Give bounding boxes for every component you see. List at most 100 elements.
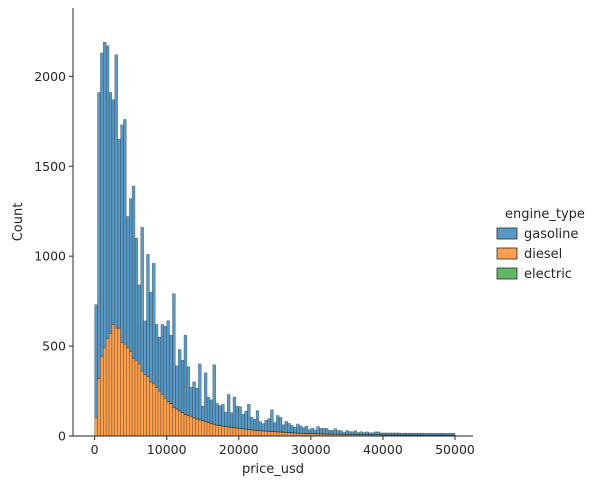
bar-diesel xyxy=(137,363,141,437)
bar-gasoline xyxy=(137,284,141,365)
bar-gasoline xyxy=(123,119,127,345)
bar-diesel xyxy=(157,390,162,437)
bar-diesel xyxy=(224,426,228,437)
bar-gasoline xyxy=(160,324,165,395)
bar-diesel xyxy=(264,430,268,437)
bar-diesel xyxy=(169,403,173,437)
bar-diesel xyxy=(212,424,216,437)
y-tick-label: 1000 xyxy=(34,249,66,264)
bar-diesel xyxy=(192,417,196,437)
bar-diesel xyxy=(103,347,107,437)
bar-gasoline xyxy=(276,415,280,432)
bar-diesel xyxy=(229,427,234,437)
bar-gasoline xyxy=(371,432,375,435)
bar-gasoline xyxy=(345,430,349,435)
bar-gasoline xyxy=(238,406,242,429)
bar-diesel xyxy=(140,371,144,437)
bar-gasoline xyxy=(273,422,277,432)
bar-diesel xyxy=(154,387,159,437)
bar-diesel xyxy=(166,401,170,437)
bar-diesel xyxy=(206,422,211,437)
bar-gasoline xyxy=(299,425,303,434)
x-tick-label: 50000 xyxy=(435,442,475,457)
bar-gasoline xyxy=(301,427,306,434)
bar-gasoline xyxy=(304,425,309,434)
bar-gasoline xyxy=(126,216,130,349)
bar-gasoline xyxy=(428,433,433,436)
bar-diesel xyxy=(97,378,101,437)
bar-diesel xyxy=(114,327,118,437)
bar-gasoline xyxy=(278,417,283,433)
bar-gasoline xyxy=(244,410,248,430)
bar-gasoline xyxy=(100,52,104,358)
bar-diesel xyxy=(117,327,121,437)
bar-diesel xyxy=(100,356,104,437)
bar-gasoline xyxy=(218,405,222,426)
bar-diesel xyxy=(111,324,116,437)
bar-diesel xyxy=(238,428,242,437)
bar-gasoline xyxy=(178,349,182,411)
bar-gasoline xyxy=(382,432,386,435)
bar-gasoline xyxy=(437,433,441,436)
bar-diesel xyxy=(276,431,280,437)
bar-gasoline xyxy=(154,324,159,388)
bar-diesel xyxy=(143,374,147,437)
bar-gasoline xyxy=(247,403,251,430)
bar-diesel xyxy=(120,342,124,437)
bar-gasoline xyxy=(94,304,98,419)
bar-gasoline xyxy=(307,429,312,434)
bar-diesel xyxy=(273,431,277,437)
bar-diesel xyxy=(250,429,254,437)
bar-gasoline xyxy=(172,293,176,408)
legend-swatch-diesel xyxy=(496,247,518,260)
bar-gasoline xyxy=(310,427,314,434)
bar-gasoline xyxy=(397,432,401,435)
bar-gasoline xyxy=(420,432,424,436)
bar-gasoline xyxy=(152,263,156,385)
bar-diesel xyxy=(134,360,139,437)
bar-diesel xyxy=(270,431,274,437)
bar-gasoline xyxy=(241,414,245,429)
bar-diesel xyxy=(221,425,225,437)
bar-gasoline xyxy=(183,334,188,415)
bar-gasoline xyxy=(255,410,260,431)
bar-diesel xyxy=(203,421,208,437)
bar-gasoline xyxy=(368,432,372,435)
bar-gasoline xyxy=(440,433,444,436)
x-tick-label: 30000 xyxy=(291,442,331,457)
bar-diesel xyxy=(126,347,130,437)
legend-label-gasoline: gasoline xyxy=(524,227,578,242)
bar-gasoline xyxy=(423,433,427,436)
x-tick-label: 40000 xyxy=(363,442,403,457)
bars-layer xyxy=(94,41,456,437)
y-tick-label: 0 xyxy=(58,429,66,444)
bar-diesel xyxy=(284,432,288,437)
bar-gasoline xyxy=(250,416,254,430)
bar-diesel xyxy=(227,426,231,437)
legend-label-electric: electric xyxy=(524,267,572,282)
bar-gasoline xyxy=(229,412,234,428)
x-tick-label: 20000 xyxy=(219,442,259,457)
bar-gasoline xyxy=(201,405,205,421)
bar-diesel xyxy=(261,430,265,437)
bar-gasoline xyxy=(374,431,378,435)
bar-gasoline xyxy=(313,429,317,434)
bar-diesel xyxy=(244,428,248,437)
x-tick-label: 10000 xyxy=(147,442,187,457)
bar-gasoline xyxy=(290,425,294,433)
bar-gasoline xyxy=(131,185,136,359)
bar-gasoline xyxy=(206,396,211,423)
bar-diesel xyxy=(281,432,286,437)
bar-gasoline xyxy=(224,411,228,427)
bar-diesel xyxy=(241,428,245,437)
bar-diesel xyxy=(218,425,222,437)
bar-diesel xyxy=(252,430,257,437)
legend-swatch-electric xyxy=(496,267,518,280)
bar-gasoline xyxy=(327,430,332,435)
bar-gasoline xyxy=(103,41,107,349)
bar-diesel xyxy=(123,344,127,437)
bar-gasoline xyxy=(157,336,162,392)
bar-gasoline xyxy=(189,387,193,417)
bar-gasoline xyxy=(212,364,216,425)
bar-gasoline xyxy=(180,360,185,413)
